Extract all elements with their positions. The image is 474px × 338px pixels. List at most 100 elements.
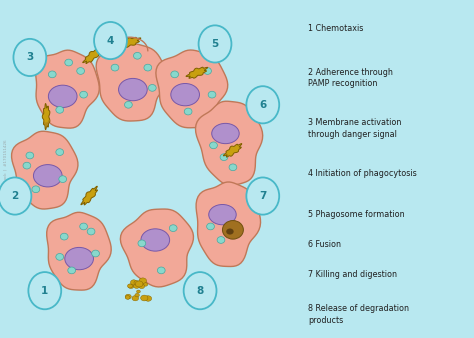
Text: 7: 7 bbox=[259, 191, 266, 201]
Ellipse shape bbox=[209, 204, 236, 225]
Ellipse shape bbox=[125, 296, 130, 299]
Ellipse shape bbox=[77, 68, 84, 74]
Polygon shape bbox=[195, 101, 263, 186]
Ellipse shape bbox=[210, 142, 218, 149]
Ellipse shape bbox=[128, 284, 134, 289]
Ellipse shape bbox=[207, 223, 214, 230]
Circle shape bbox=[28, 272, 61, 309]
Ellipse shape bbox=[222, 221, 243, 239]
Circle shape bbox=[246, 177, 279, 215]
Ellipse shape bbox=[217, 237, 225, 243]
Ellipse shape bbox=[139, 278, 146, 284]
Polygon shape bbox=[42, 103, 50, 130]
Text: 3 Membrane activation
through danger signal: 3 Membrane activation through danger sig… bbox=[308, 118, 401, 139]
Circle shape bbox=[13, 39, 46, 76]
Ellipse shape bbox=[59, 176, 66, 183]
Ellipse shape bbox=[128, 284, 133, 288]
Ellipse shape bbox=[208, 91, 216, 98]
Text: 4 Initiation of phagocytosis: 4 Initiation of phagocytosis bbox=[308, 169, 417, 178]
Polygon shape bbox=[156, 50, 228, 128]
Ellipse shape bbox=[26, 152, 34, 159]
Text: 8: 8 bbox=[196, 286, 204, 296]
Ellipse shape bbox=[212, 123, 239, 144]
Ellipse shape bbox=[157, 267, 165, 274]
Ellipse shape bbox=[34, 165, 62, 187]
Polygon shape bbox=[223, 144, 242, 157]
Circle shape bbox=[246, 86, 279, 123]
Circle shape bbox=[94, 22, 127, 59]
Ellipse shape bbox=[137, 290, 140, 293]
Ellipse shape bbox=[125, 294, 131, 299]
Ellipse shape bbox=[118, 78, 147, 101]
Text: 3: 3 bbox=[26, 52, 34, 63]
Ellipse shape bbox=[134, 52, 141, 59]
Ellipse shape bbox=[148, 84, 156, 91]
Ellipse shape bbox=[145, 296, 152, 301]
Ellipse shape bbox=[56, 254, 64, 260]
Ellipse shape bbox=[134, 281, 140, 285]
Circle shape bbox=[0, 177, 31, 215]
Ellipse shape bbox=[184, 108, 192, 115]
Ellipse shape bbox=[136, 281, 143, 287]
Ellipse shape bbox=[56, 106, 64, 113]
Ellipse shape bbox=[169, 225, 177, 232]
Polygon shape bbox=[36, 50, 99, 128]
Ellipse shape bbox=[135, 293, 139, 297]
Text: 2 Adherence through
PAMP recognition: 2 Adherence through PAMP recognition bbox=[308, 68, 393, 88]
Ellipse shape bbox=[80, 223, 88, 230]
Polygon shape bbox=[11, 131, 78, 209]
Text: 4: 4 bbox=[107, 35, 114, 46]
Polygon shape bbox=[120, 209, 193, 287]
Circle shape bbox=[199, 25, 231, 63]
Ellipse shape bbox=[48, 85, 77, 107]
Ellipse shape bbox=[32, 186, 40, 193]
Ellipse shape bbox=[141, 229, 170, 251]
Ellipse shape bbox=[139, 284, 145, 289]
Text: 8 Release of degradation
products: 8 Release of degradation products bbox=[308, 304, 409, 325]
Ellipse shape bbox=[65, 247, 93, 270]
Ellipse shape bbox=[171, 83, 200, 106]
Circle shape bbox=[183, 272, 217, 309]
Ellipse shape bbox=[226, 228, 234, 235]
Ellipse shape bbox=[130, 280, 137, 285]
Text: 1: 1 bbox=[41, 286, 48, 296]
Ellipse shape bbox=[134, 284, 140, 288]
Polygon shape bbox=[81, 186, 98, 205]
Polygon shape bbox=[96, 43, 168, 121]
Ellipse shape bbox=[138, 282, 143, 285]
Polygon shape bbox=[47, 212, 111, 290]
Ellipse shape bbox=[111, 64, 119, 71]
Text: 7 Killing and digestion: 7 Killing and digestion bbox=[308, 270, 397, 280]
Ellipse shape bbox=[125, 101, 132, 108]
Text: 6: 6 bbox=[259, 100, 266, 110]
Ellipse shape bbox=[68, 267, 75, 274]
Ellipse shape bbox=[138, 282, 143, 285]
Ellipse shape bbox=[65, 59, 73, 66]
Text: 5: 5 bbox=[211, 39, 219, 49]
Text: Adobe Stock  |  #170151426: Adobe Stock | #170151426 bbox=[4, 140, 8, 198]
Ellipse shape bbox=[60, 233, 68, 240]
Ellipse shape bbox=[80, 91, 88, 98]
Ellipse shape bbox=[87, 228, 95, 235]
Ellipse shape bbox=[171, 71, 179, 78]
Ellipse shape bbox=[141, 295, 148, 301]
Text: 6 Fusion: 6 Fusion bbox=[308, 240, 341, 249]
Ellipse shape bbox=[48, 71, 56, 78]
Polygon shape bbox=[118, 37, 141, 47]
Ellipse shape bbox=[204, 68, 211, 74]
Ellipse shape bbox=[144, 283, 148, 286]
Ellipse shape bbox=[229, 164, 237, 171]
Ellipse shape bbox=[138, 240, 146, 247]
Text: 5 Phagosome formation: 5 Phagosome formation bbox=[308, 210, 405, 219]
Text: 2: 2 bbox=[11, 191, 18, 201]
Polygon shape bbox=[196, 182, 261, 266]
Ellipse shape bbox=[56, 149, 64, 155]
Polygon shape bbox=[82, 48, 102, 64]
Ellipse shape bbox=[91, 250, 100, 257]
Ellipse shape bbox=[23, 162, 31, 169]
Ellipse shape bbox=[132, 296, 138, 301]
Ellipse shape bbox=[144, 64, 152, 71]
Text: 1 Chemotaxis: 1 Chemotaxis bbox=[308, 24, 364, 33]
Polygon shape bbox=[186, 67, 208, 78]
Ellipse shape bbox=[220, 154, 228, 161]
